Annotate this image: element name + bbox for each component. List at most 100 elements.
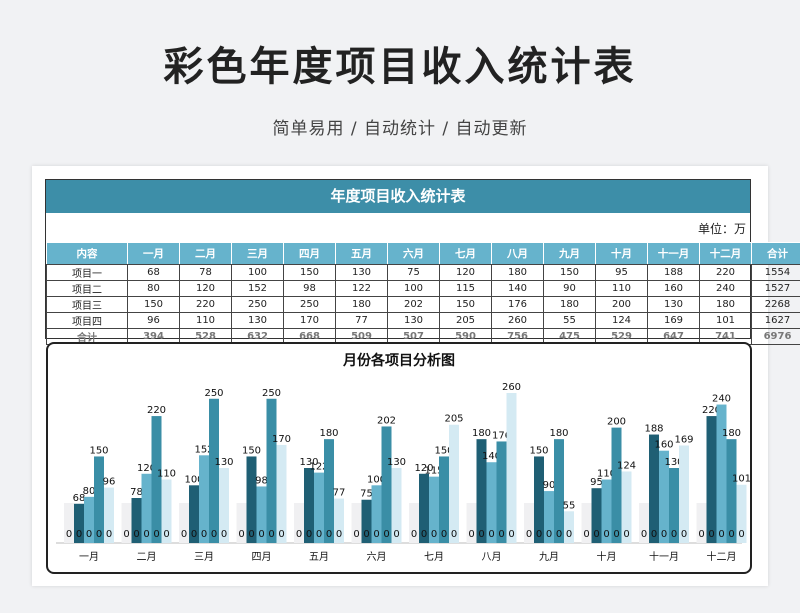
column-header: 六月 xyxy=(387,242,440,265)
data-label: 0 xyxy=(451,529,457,540)
column-header: 十月 xyxy=(595,242,648,265)
data-label: 0 xyxy=(546,529,552,540)
data-label: 0 xyxy=(566,529,572,540)
table-cell: 180 xyxy=(543,296,596,313)
spreadsheet-card: 年度项目收入统计表 单位：万 内容 一月 二月 三月 四月 五月 六月 七月 八月 九月 十月 十一月… xyxy=(32,166,800,586)
bar xyxy=(544,491,554,543)
table-cell: 90 xyxy=(543,280,596,297)
data-label: 0 xyxy=(201,529,207,540)
data-label: 0 xyxy=(153,529,159,540)
column-header: 内容 xyxy=(46,242,128,265)
data-label: 0 xyxy=(431,529,437,540)
table-cell: 98 xyxy=(283,280,336,297)
bar xyxy=(506,393,517,543)
data-label: 68 xyxy=(73,493,86,504)
data-label: 130 xyxy=(214,457,233,468)
table-row: 项目三 150 220 250 250 180 202 150 176 180 200 130 180 2… xyxy=(46,296,800,313)
data-label: 0 xyxy=(651,529,657,540)
data-label: 176 xyxy=(492,430,511,441)
data-label: 0 xyxy=(123,529,129,540)
bar xyxy=(121,503,132,543)
table-cell: 110 xyxy=(179,312,232,329)
x-tick-label: 一月 xyxy=(79,551,99,563)
data-label: 0 xyxy=(441,529,447,540)
data-label: 95 xyxy=(590,477,603,488)
x-tick-label: 七月 xyxy=(424,551,444,563)
data-label: 169 xyxy=(674,435,693,446)
data-label: 0 xyxy=(718,529,724,540)
bar xyxy=(659,450,669,543)
data-label: 0 xyxy=(468,529,474,540)
table-cell: 180 xyxy=(491,264,544,281)
chart-panel: 月份各项目分析图 0 68 0 80 0 150 0 96 0 一月 0 78 0 120 0 220 0 110… xyxy=(46,342,752,574)
data-label: 200 xyxy=(607,417,626,428)
table-cell: 95 xyxy=(595,264,648,281)
column-header: 二月 xyxy=(179,242,232,265)
bar xyxy=(371,485,382,543)
data-label: 0 xyxy=(211,529,217,540)
data-label: 0 xyxy=(86,529,92,540)
table-cell: 170 xyxy=(283,312,336,329)
table-cell: 101 xyxy=(699,312,752,329)
data-label: 0 xyxy=(661,529,667,540)
data-label: 0 xyxy=(478,529,484,540)
data-label: 140 xyxy=(482,451,501,462)
table-cell: 176 xyxy=(491,296,544,313)
data-label: 0 xyxy=(353,529,359,540)
data-label: 260 xyxy=(502,382,521,393)
data-label: 0 xyxy=(181,529,187,540)
data-label: 150 xyxy=(434,445,453,456)
table-cell: 150 xyxy=(127,296,180,313)
bar xyxy=(391,468,402,543)
data-label: 0 xyxy=(221,529,227,540)
x-tick-label: 五月 xyxy=(309,551,329,563)
table-cell: 180 xyxy=(335,296,388,313)
data-label: 80 xyxy=(83,486,96,497)
table-cell: 120 xyxy=(439,264,492,281)
data-label: 0 xyxy=(76,529,82,540)
bar xyxy=(276,444,287,543)
table-cell: 130 xyxy=(231,312,284,329)
unit-label: 单位：万 xyxy=(697,222,746,236)
table-banner: 年度项目收入统计表 xyxy=(46,180,750,213)
data-label: 124 xyxy=(617,460,636,471)
column-header: 七月 xyxy=(439,242,492,265)
bar xyxy=(161,479,172,543)
table-cell: 96 xyxy=(127,312,180,329)
bar xyxy=(554,439,564,543)
data-label: 0 xyxy=(708,529,714,540)
data-label: 100 xyxy=(367,474,386,485)
data-label: 101 xyxy=(732,474,750,485)
data-label: 180 xyxy=(472,428,491,439)
x-tick-label: 二月 xyxy=(137,551,157,563)
data-label: 0 xyxy=(393,529,399,540)
bar xyxy=(581,503,592,543)
bar xyxy=(649,434,659,543)
data-label: 0 xyxy=(603,529,609,540)
table-cell: 100 xyxy=(231,264,284,281)
data-label: 0 xyxy=(248,529,254,540)
data-label: 98 xyxy=(255,475,268,486)
data-label: 96 xyxy=(103,477,116,488)
table-cell: 130 xyxy=(387,312,440,329)
bar xyxy=(496,441,507,543)
data-label: 0 xyxy=(623,529,629,540)
table-cell: 180 xyxy=(699,296,752,313)
data-label: 0 xyxy=(268,529,274,540)
table-cell: 项目四 xyxy=(46,312,128,329)
data-label: 0 xyxy=(526,529,532,540)
data-label: 0 xyxy=(238,529,244,540)
bar xyxy=(591,488,602,543)
table-cell: 160 xyxy=(647,280,700,297)
table-cell: 205 xyxy=(439,312,492,329)
data-label: 0 xyxy=(66,529,72,540)
data-label: 0 xyxy=(191,529,197,540)
table-cell: 250 xyxy=(283,296,336,313)
data-label: 0 xyxy=(278,529,284,540)
data-label: 160 xyxy=(654,440,673,451)
table-cell: 6976 xyxy=(751,328,800,345)
data-label: 130 xyxy=(664,457,683,468)
bar xyxy=(486,462,497,543)
bar xyxy=(534,456,544,543)
table-cell: 122 xyxy=(335,280,388,297)
